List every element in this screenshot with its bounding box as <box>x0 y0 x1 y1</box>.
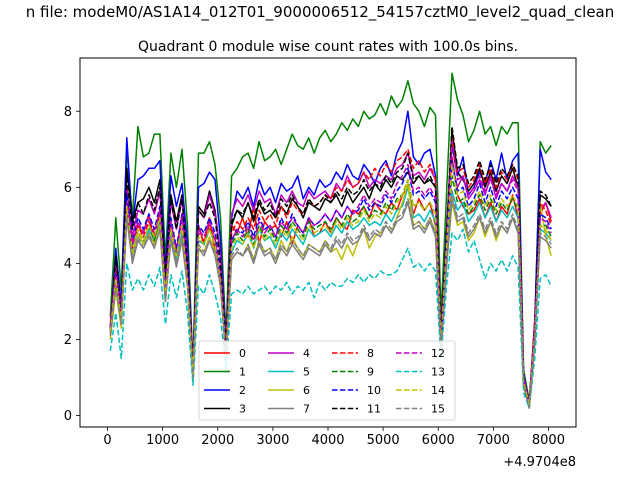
series-line-9 <box>109 175 552 405</box>
legend-label: 13 <box>431 366 445 379</box>
series-line-7 <box>109 198 552 409</box>
legend-label: 7 <box>303 403 310 416</box>
x-tick-label: 1000 <box>146 433 179 448</box>
series-line-11 <box>109 125 552 405</box>
legend-label: 15 <box>431 403 445 416</box>
legend-label: 2 <box>239 384 246 397</box>
x-tick-label: 7000 <box>477 433 510 448</box>
x-tick-label: 2000 <box>201 433 234 448</box>
x-tick-label: 4000 <box>311 433 344 448</box>
y-tick-label: 6 <box>64 181 72 196</box>
chart-title: Quadrant 0 module wise count rates with … <box>138 39 518 55</box>
x-tick-label: 0 <box>103 433 111 448</box>
legend-label: 11 <box>367 403 381 416</box>
plot-lines <box>109 72 552 409</box>
y-tick-label: 8 <box>64 105 72 120</box>
series-line-8 <box>109 137 552 405</box>
legend-label: 6 <box>303 384 310 397</box>
legend-label: 9 <box>367 366 374 379</box>
series-line-2 <box>109 110 552 405</box>
series-line-15 <box>109 190 552 409</box>
x-axis: 0 1000 2000 3000 4000 5000 6000 7000 8000 <box>103 427 565 448</box>
legend-label: 14 <box>431 384 445 397</box>
x-axis-offset-label: +4.9704e8 <box>503 455 576 470</box>
y-tick-label: 4 <box>64 257 72 272</box>
legend-box <box>198 340 456 421</box>
legend-label: 1 <box>239 366 246 379</box>
x-tick-label: 3000 <box>256 433 289 448</box>
legend-label: 4 <box>303 347 310 360</box>
legend-label: 3 <box>239 403 246 416</box>
y-tick-label: 0 <box>64 409 72 424</box>
legend-label: 5 <box>303 366 310 379</box>
series-line-12 <box>109 140 552 405</box>
series-line-14 <box>109 163 552 405</box>
x-tick-label: 5000 <box>367 433 400 448</box>
legend-label: 10 <box>367 384 381 397</box>
figure-suptitle: n file: modeM0/AS1A14_012T01_9000006512_… <box>26 3 615 22</box>
series-line-1 <box>109 72 552 402</box>
x-tick-label: 8000 <box>532 433 565 448</box>
x-tick-label: 6000 <box>422 433 455 448</box>
legend-label: 12 <box>431 347 445 360</box>
legend-label: 0 <box>239 347 246 360</box>
series-line-13 <box>109 228 552 409</box>
y-axis: 0 2 4 6 8 <box>64 105 80 424</box>
y-tick-label: 2 <box>64 333 72 348</box>
legend-label: 8 <box>367 347 374 360</box>
series-line-10 <box>109 159 552 405</box>
